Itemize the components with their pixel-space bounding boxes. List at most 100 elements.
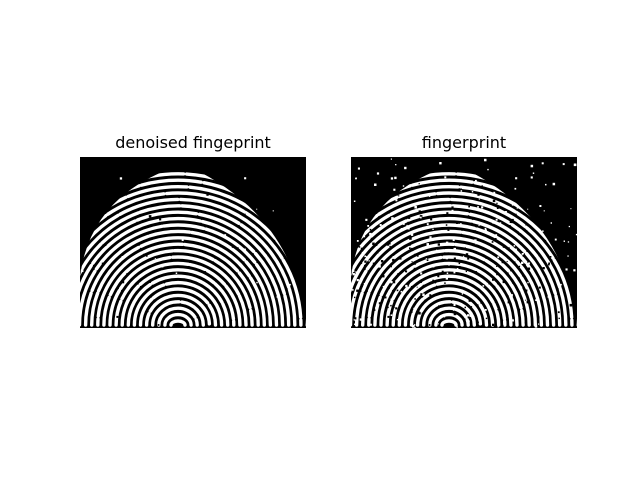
noise-speck (570, 269, 573, 271)
noise-speck (432, 228, 434, 230)
noise-speck (543, 210, 545, 212)
noise-speck (451, 209, 454, 212)
noise-speck (413, 267, 416, 270)
fingerprint-ridge (373, 248, 525, 327)
noise-speck (525, 202, 527, 205)
noise-speck (353, 235, 357, 239)
noise-speck (453, 304, 456, 306)
noise-speck (396, 319, 399, 321)
noise-speck (560, 283, 562, 286)
noisy-fingerprint-drawing (351, 157, 577, 328)
left-panel-title: denoised fingeprint (115, 133, 271, 152)
noise-speck (414, 263, 416, 265)
noise-speck (465, 253, 469, 256)
noise-speck (256, 281, 258, 284)
noise-speck (272, 210, 274, 212)
noise-speck (363, 175, 365, 177)
noise-speck (405, 284, 408, 288)
noise-speck (388, 242, 391, 245)
noise-speck (429, 294, 432, 297)
noise-speck (437, 243, 440, 246)
noise-speck (145, 255, 148, 257)
noise-speck (574, 203, 577, 207)
noise-speck (545, 212, 548, 215)
noise-speck (511, 218, 514, 222)
noise-speck (356, 289, 359, 292)
noise-speck (400, 290, 403, 293)
fingerprint-ridge (351, 197, 574, 327)
noise-speck (550, 222, 552, 224)
noise-speck (390, 177, 394, 180)
noise-speck (511, 319, 514, 322)
noise-speck (452, 239, 455, 241)
noise-speck (410, 242, 412, 244)
noise-speck (148, 215, 152, 218)
noise-speck (433, 159, 437, 162)
noise-speck (365, 191, 368, 194)
noise-speck (450, 257, 452, 259)
noise-speck (538, 286, 541, 289)
noise-speck (289, 283, 291, 286)
noise-speck (475, 179, 477, 182)
noise-speck (390, 281, 393, 284)
noise-speck (547, 296, 550, 298)
noise-speck (434, 212, 437, 215)
noise-speck (488, 283, 490, 285)
noise-speck (384, 288, 386, 290)
noise-speck (372, 262, 376, 265)
noise-speck (426, 223, 429, 226)
noise-speck (403, 206, 406, 209)
noise-speck (398, 195, 400, 197)
noise-speck (160, 251, 162, 253)
noise-speck (480, 226, 483, 228)
noise-speck (559, 222, 561, 225)
noise-speck (547, 283, 551, 286)
noise-speck (428, 203, 431, 206)
noise-speck (154, 258, 156, 259)
noise-speck (462, 300, 464, 303)
noise-speck (363, 326, 365, 328)
noise-speck (477, 193, 480, 196)
noise-speck (413, 324, 416, 326)
noise-speck (420, 272, 423, 275)
noise-speck (357, 167, 360, 170)
noise-speck (515, 213, 517, 216)
noise-speck (504, 211, 507, 214)
noise-speck (456, 326, 458, 328)
noise-speck (400, 228, 404, 231)
noise-speck (492, 271, 494, 273)
noise-speck (528, 262, 530, 265)
noise-speck (507, 247, 510, 250)
noisy-fingerprint-image (351, 157, 577, 328)
noise-speck (521, 261, 524, 264)
noise-speck (570, 208, 572, 210)
noise-speck (236, 247, 239, 250)
noise-speck (390, 158, 392, 160)
noise-speck (221, 271, 223, 273)
noise-speck (395, 199, 398, 202)
noise-speck (474, 239, 477, 242)
noise-speck (571, 219, 574, 222)
noise-speck (497, 256, 500, 259)
noise-speck (378, 265, 381, 268)
noise-speck (477, 206, 479, 208)
noise-speck (493, 191, 496, 194)
noise-speck (444, 282, 446, 284)
noise-speck (419, 215, 423, 218)
noise-speck (534, 206, 537, 209)
noise-speck (535, 299, 537, 301)
noise-speck (377, 203, 380, 206)
noise-speck (411, 286, 414, 289)
noise-speck (532, 172, 535, 174)
noise-speck (439, 286, 441, 288)
noise-speck (481, 206, 484, 209)
fingerprint-ridge (351, 172, 577, 254)
noise-speck (560, 227, 563, 230)
noise-speck (360, 284, 363, 287)
noise-speck (557, 311, 560, 314)
fingerprint-ridge (361, 236, 537, 327)
noise-speck (372, 194, 375, 197)
noise-speck (276, 296, 279, 298)
noise-speck (410, 310, 413, 313)
noise-speck (525, 299, 527, 301)
